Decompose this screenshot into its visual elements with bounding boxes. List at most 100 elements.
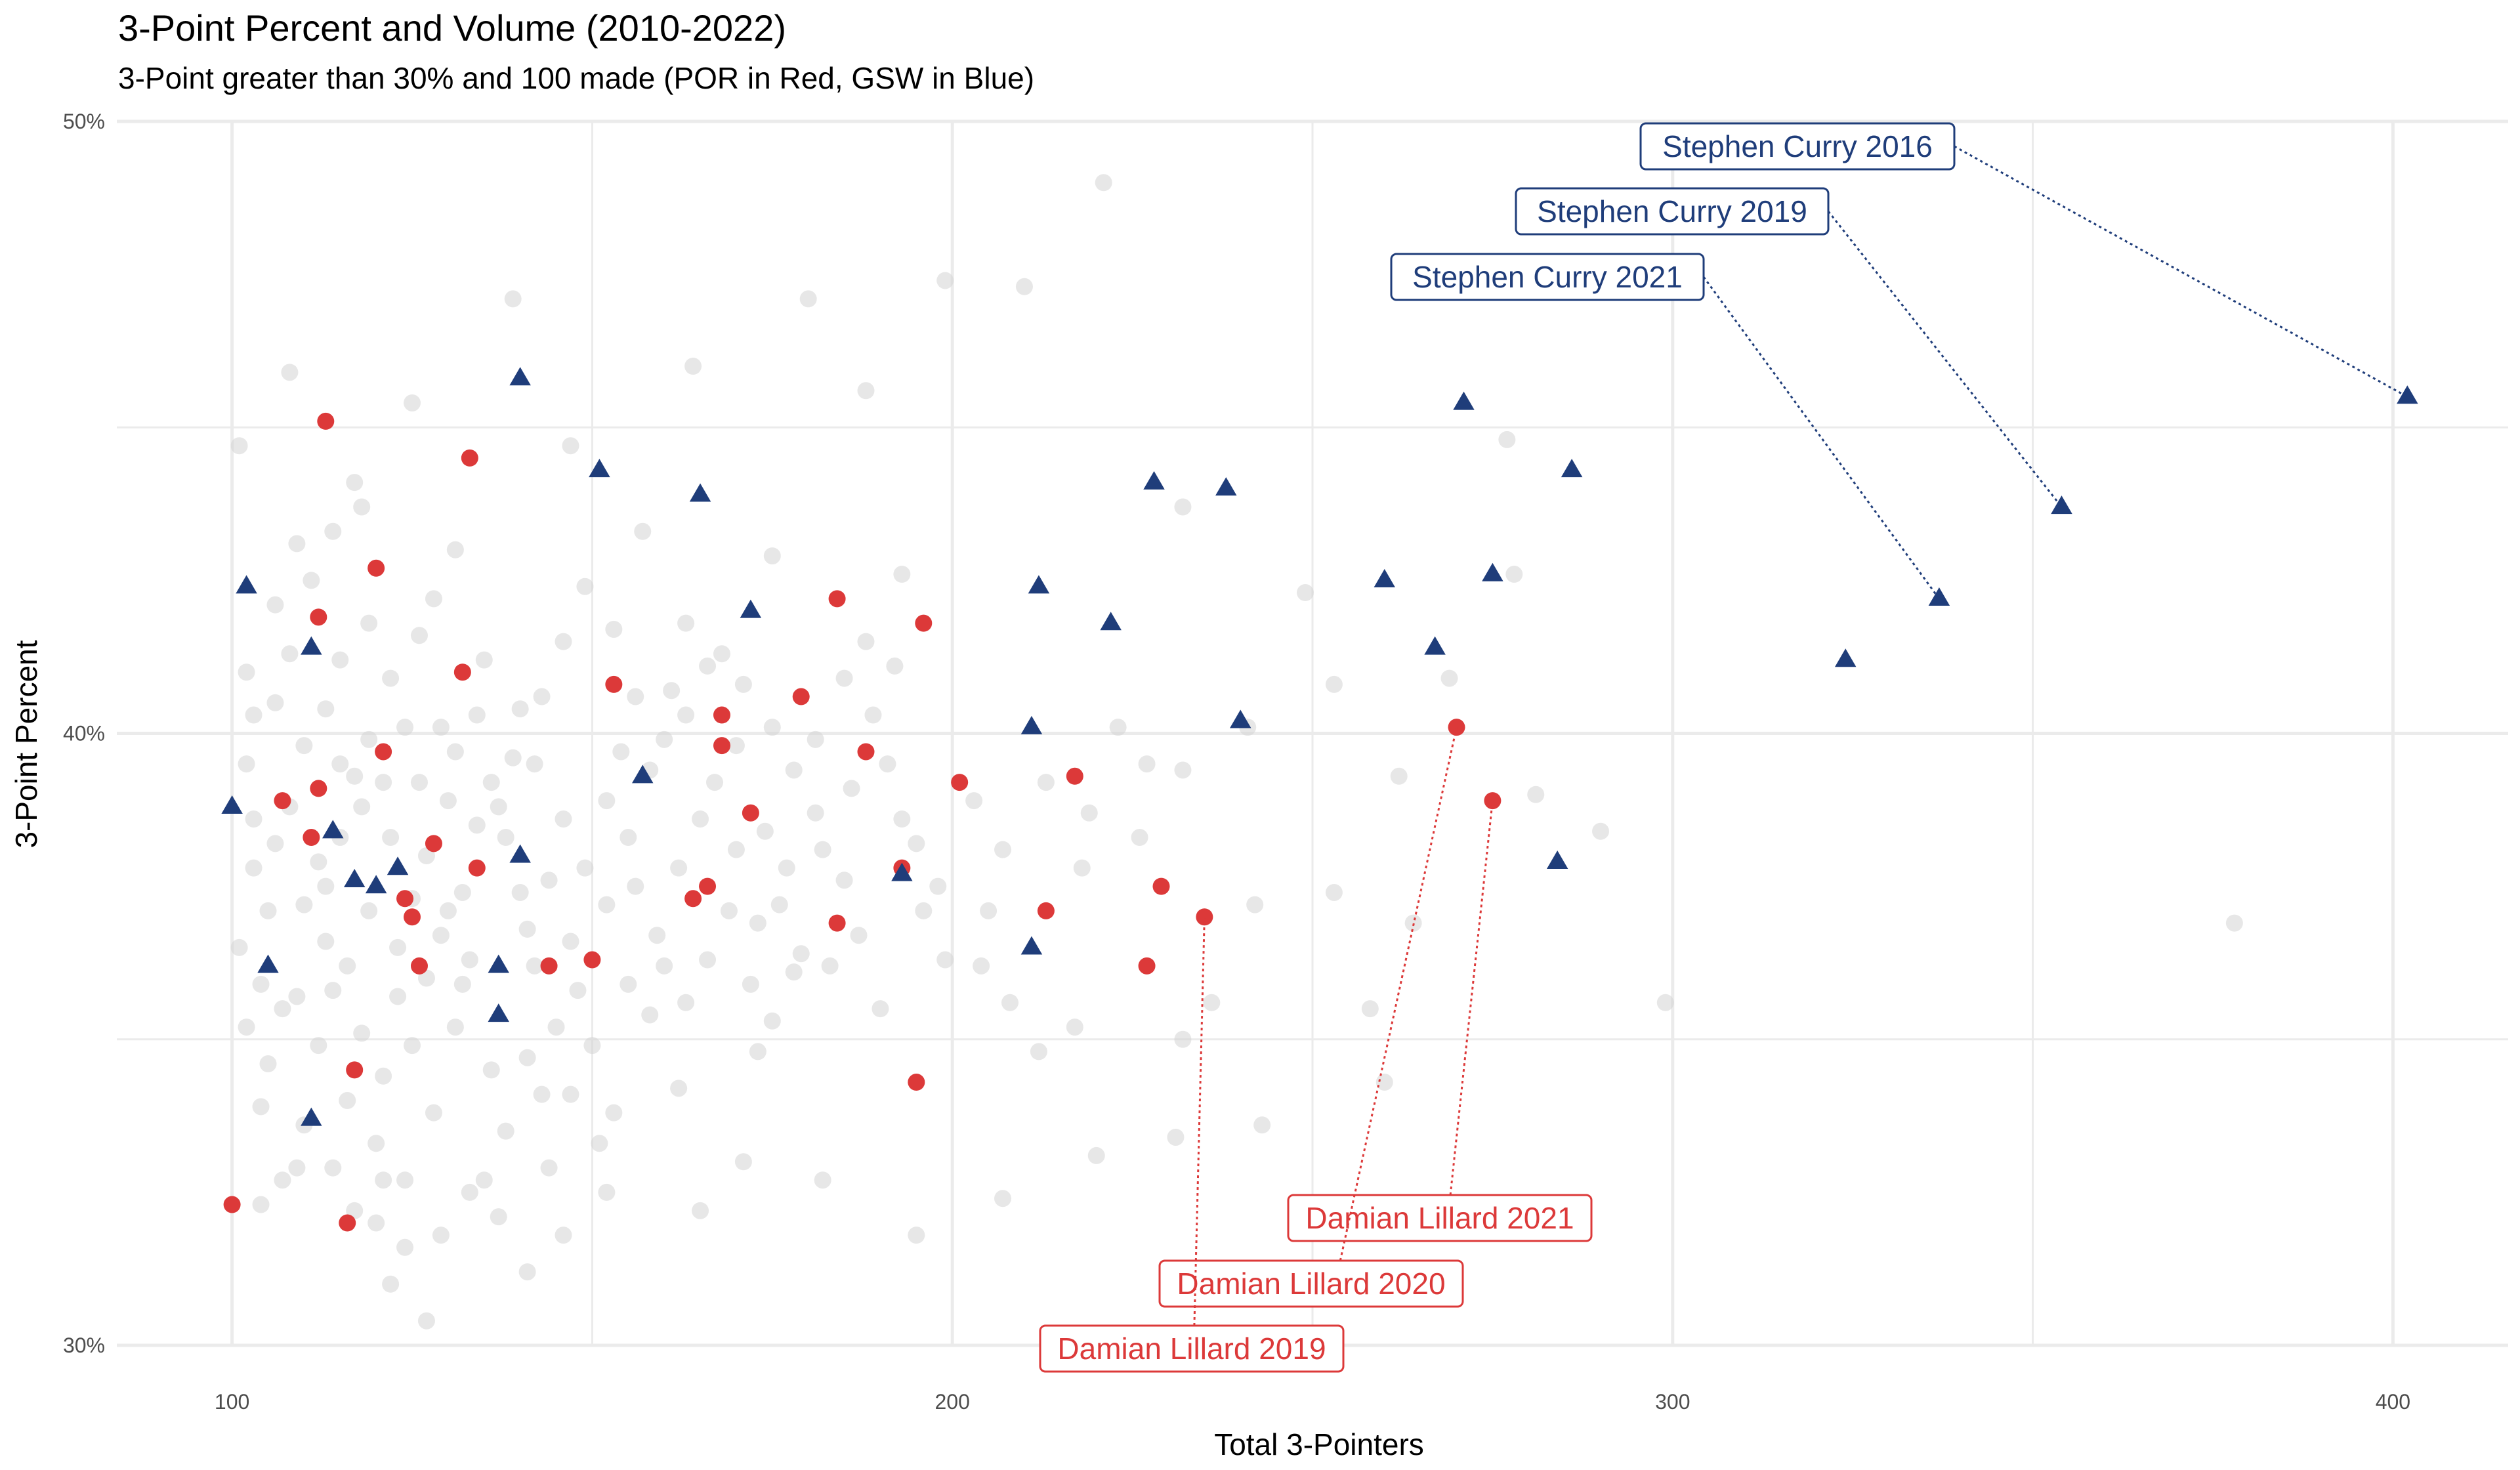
other-team-point	[317, 700, 335, 718]
other-team-point	[864, 706, 882, 724]
other-team-point	[245, 706, 262, 724]
other-team-point	[1174, 1030, 1192, 1048]
por-point	[404, 908, 421, 926]
other-team-point	[518, 1263, 536, 1281]
y-tick-label: 50%	[63, 110, 105, 133]
por-point	[339, 1214, 356, 1232]
other-team-point	[1325, 675, 1343, 693]
other-team-point	[281, 645, 299, 663]
other-team-point	[1001, 994, 1019, 1011]
other-team-point	[677, 994, 695, 1011]
por-point	[1037, 902, 1055, 919]
other-team-point	[814, 841, 831, 858]
other-team-point	[670, 859, 688, 877]
chart-title: 3-Point Percent and Volume (2010-2022)	[118, 7, 786, 49]
other-team-point	[446, 1018, 464, 1036]
other-team-point	[555, 810, 572, 828]
other-team-point	[835, 669, 853, 687]
other-team-point	[1390, 767, 1408, 785]
other-team-point	[908, 835, 925, 852]
por-point	[274, 792, 291, 810]
por-point	[346, 1061, 364, 1079]
other-team-point	[295, 896, 313, 914]
annotation-label: Damian Lillard 2019	[1057, 1332, 1326, 1366]
other-team-point	[482, 1061, 500, 1079]
other-team-point	[238, 663, 255, 681]
other-team-point	[1656, 994, 1674, 1011]
other-team-point	[453, 975, 471, 993]
other-team-point	[238, 1018, 255, 1036]
gsw-point	[1482, 562, 1503, 581]
por-point	[375, 743, 392, 761]
other-team-point	[375, 1067, 392, 1085]
other-team-point	[266, 694, 284, 711]
gsw-point	[236, 575, 257, 594]
other-team-point	[382, 829, 400, 847]
x-tick-label: 100	[215, 1390, 249, 1414]
annotation-label: Stephen Curry 2021	[1412, 260, 1683, 294]
other-team-point	[295, 737, 313, 755]
other-team-point	[980, 902, 998, 919]
por-point	[915, 614, 933, 632]
por-point	[713, 706, 730, 724]
other-team-point	[252, 1196, 270, 1213]
axis-ticks: 100 200 300 400 30% 40% 50%	[63, 110, 2410, 1414]
por-point	[699, 877, 717, 895]
other-team-point	[929, 877, 947, 895]
other-team-point	[641, 1006, 659, 1024]
gsw-point	[1546, 850, 1568, 869]
other-team-point	[382, 1275, 400, 1293]
other-team-point	[749, 914, 766, 932]
other-team-point	[331, 755, 349, 773]
other-team-point	[1073, 859, 1091, 877]
other-team-point	[468, 706, 486, 724]
other-team-point	[259, 1055, 277, 1073]
other-team-point	[799, 290, 817, 308]
other-team-point	[936, 951, 954, 969]
annotation-connector	[1827, 211, 2063, 508]
other-team-point	[389, 938, 407, 956]
gsw-point	[1453, 391, 1475, 410]
por-point	[828, 590, 846, 608]
gsw-point	[891, 862, 913, 881]
por-point	[951, 774, 969, 791]
other-team-point	[230, 437, 248, 455]
annotations: Stephen Curry 2016 Stephen Curry 2019 Step…	[1039, 122, 2408, 1373]
other-team-point	[756, 822, 774, 840]
other-team-point	[303, 572, 320, 589]
other-team-point	[1325, 883, 1343, 901]
other-team-point	[266, 596, 284, 614]
x-axis-title: Total 3-Pointers	[1214, 1427, 1424, 1461]
gsw-point	[740, 599, 762, 618]
other-team-point	[310, 853, 327, 871]
other-team-point	[692, 1202, 709, 1219]
other-team-point	[1174, 498, 1192, 516]
annotation-connector	[1954, 145, 2408, 398]
other-team-point	[346, 474, 364, 492]
other-team-point	[432, 927, 450, 944]
gsw-point	[1100, 612, 1122, 631]
other-team-point	[511, 700, 529, 718]
other-team-point	[324, 1159, 342, 1177]
other-team-point	[915, 902, 933, 919]
other-team-point	[1131, 829, 1148, 847]
por-point	[303, 829, 320, 847]
gsw-point	[509, 844, 531, 863]
other-team-point	[821, 957, 839, 975]
other-team-point	[1037, 774, 1055, 791]
por-point	[223, 1196, 241, 1213]
other-team-point	[230, 938, 248, 956]
other-team-point	[1080, 804, 1098, 822]
other-team-point	[382, 669, 400, 687]
other-team-point	[598, 896, 616, 914]
other-team-point	[404, 1037, 421, 1055]
other-team-point	[339, 1092, 356, 1109]
por-point	[317, 412, 335, 430]
other-team-point	[389, 988, 407, 1005]
other-team-point	[317, 933, 335, 950]
other-team-point	[404, 394, 421, 411]
other-team-point	[965, 792, 983, 810]
x-tick-label: 400	[2376, 1390, 2410, 1414]
other-team-point	[1066, 1018, 1083, 1036]
other-team-point	[994, 1190, 1012, 1208]
